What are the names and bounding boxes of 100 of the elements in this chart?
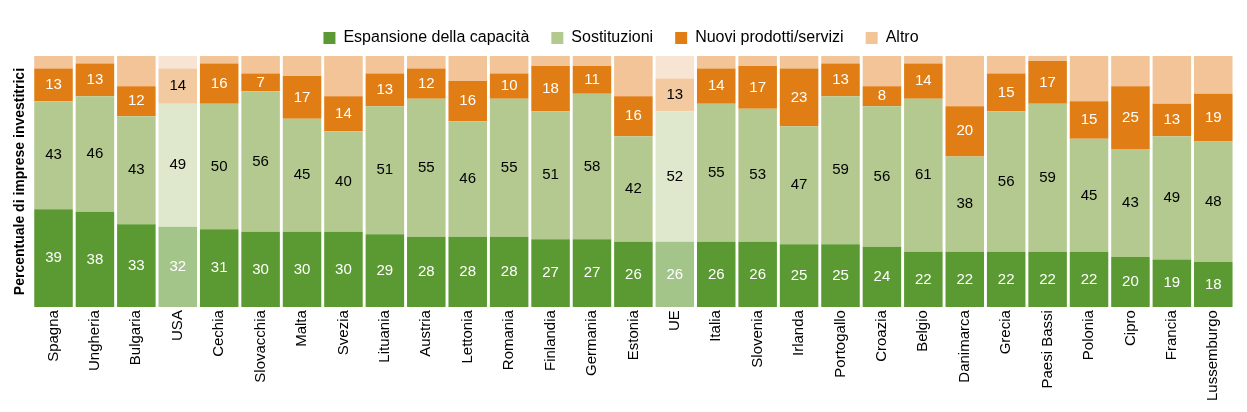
bar [572,93,612,240]
bar [986,111,1026,252]
data-label: 11 [584,70,600,87]
x-tick-label: Finlandia [540,309,558,371]
data-label: 8 [877,86,887,104]
data-label: 13 [376,80,394,98]
x-tick-label: Romania [499,309,517,371]
bar [904,56,943,64]
bar [241,73,280,92]
bar [448,121,487,237]
bar [282,118,322,232]
data-label: 38 [86,249,104,267]
data-label: 28 [500,262,518,280]
bar [1069,56,1109,102]
bar [738,108,777,242]
data-label: 22 [1080,269,1098,287]
data-label: 32 [169,257,187,275]
bar [986,251,1026,308]
data-label: 19 [1204,107,1222,125]
data-label: 26 [707,264,725,282]
data-label: 12 [128,91,145,109]
bar [738,56,777,67]
bar [986,73,1026,112]
legend-label: Nuovi prodotti/servizi [695,28,844,46]
data-label: 47 [790,175,808,193]
bar [158,103,198,227]
data-label: 56 [873,166,891,184]
bar [655,78,695,112]
bar [75,211,115,308]
data-label: 22 [1039,269,1056,287]
bar [614,241,653,308]
bar [531,56,570,67]
x-tick-label: Polonia [1079,309,1097,361]
data-label: 25 [790,265,808,283]
data-label: 16 [459,91,477,109]
data-label: 59 [1039,167,1056,185]
bar [158,68,198,104]
data-label: 43 [1122,193,1139,211]
data-label: 17 [293,87,311,105]
x-tick-label: Svezia [333,309,351,356]
data-label: 25 [832,265,849,283]
data-label: 49 [169,155,187,173]
bar [1111,56,1150,87]
data-label: 14 [169,76,187,94]
data-label: 17 [1039,72,1056,90]
bar [241,231,280,308]
bar [448,81,487,122]
bar [945,156,985,252]
bar [282,76,322,119]
data-label: 13 [832,70,849,87]
bar [1111,148,1150,257]
data-label: 38 [956,194,974,212]
bar [1152,103,1192,137]
bar [117,224,156,308]
bar [1028,103,1067,252]
bar [904,251,943,308]
x-tick-label: Portogallo [830,310,848,378]
bar [696,103,736,242]
data-label: 16 [210,73,228,91]
bar [489,236,529,308]
bar [945,251,985,308]
x-tick-label: Italia [706,309,724,342]
bar [614,56,653,97]
bar [199,63,239,104]
x-tick-label: Danimarca [954,309,972,383]
bar [75,63,115,97]
x-tick-label: Cipro [1120,310,1138,346]
bar [655,56,695,79]
data-label: 52 [666,166,684,184]
data-label: 28 [417,262,435,280]
data-label: 15 [997,82,1015,100]
bar [779,126,819,245]
bar [75,56,115,64]
bar [696,68,736,104]
bar [945,106,985,157]
bar [1194,261,1233,308]
data-label: 55 [417,157,435,175]
data-label: 22 [915,269,932,287]
data-label: 27 [583,263,601,281]
data-label: 26 [666,264,684,282]
data-label: 26 [625,264,642,282]
data-label: 30 [252,259,269,277]
data-label: 20 [1122,272,1139,290]
data-label: 28 [459,262,477,280]
x-tick-label: Francia [1162,309,1180,361]
bar [117,116,156,225]
data-label: 39 [45,248,62,266]
bar [738,66,777,109]
data-label: 14 [915,71,932,89]
x-tick-label: Germania [582,309,600,376]
data-label: 53 [749,165,767,183]
data-label: 30 [335,259,352,277]
bar [489,56,529,74]
bar [489,98,529,237]
x-tick-label: Lettonia [457,309,475,364]
bar [365,73,405,107]
bar [324,131,363,232]
x-tick-label: Grecia [996,309,1014,355]
data-label: 18 [542,78,559,96]
x-tick-label: Ungheria [85,309,103,371]
